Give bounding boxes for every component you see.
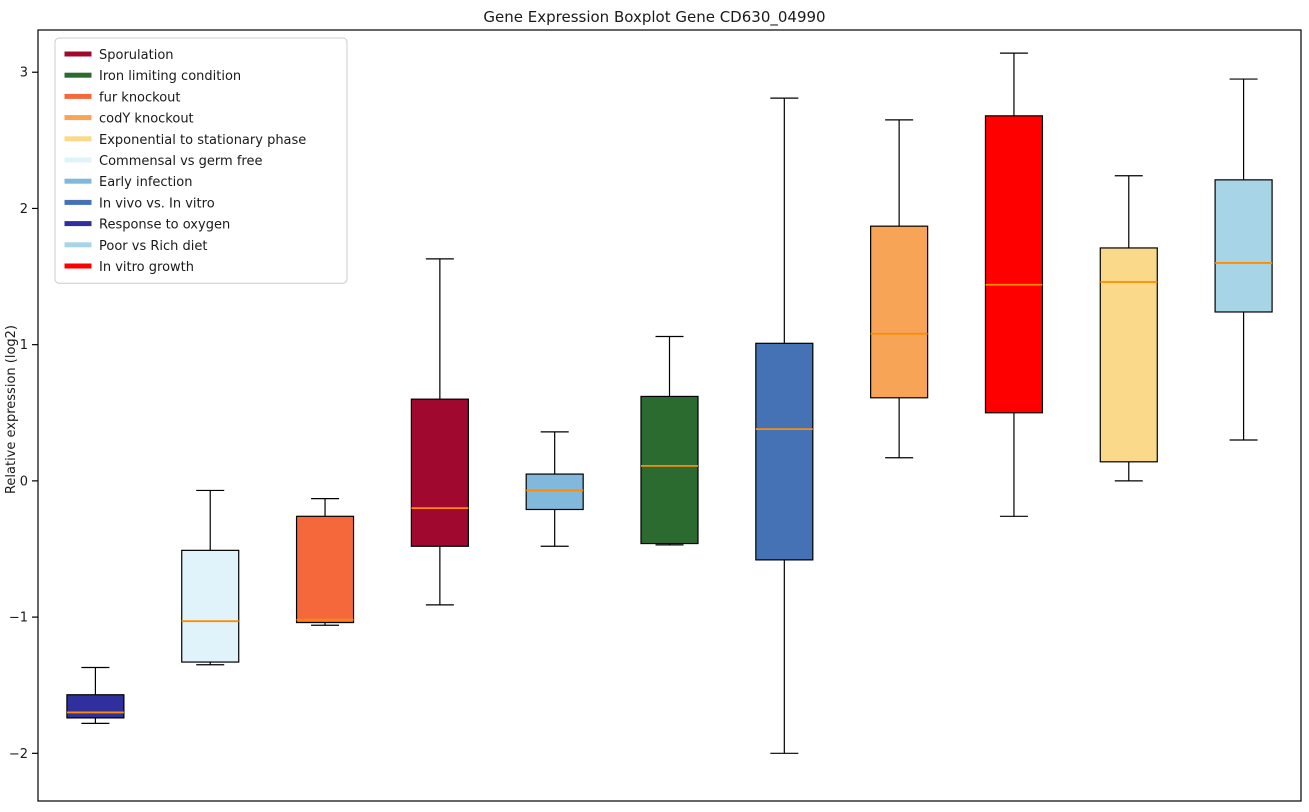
legend-label: Commensal vs germ free [99,154,262,169]
legend-label: fur knockout [99,90,181,105]
legend-label: Early infection [99,175,192,190]
box [295,515,355,624]
y-tick-label: −1 [9,611,28,626]
legend-frame [54,37,348,284]
box-group [870,119,929,459]
legend-label: Iron limiting condition [99,69,241,84]
legend-swatch [64,115,92,121]
chart-title: Gene Expression Boxplot Gene CD630_04990 [483,8,826,26]
box-group [181,489,240,666]
legend-label: Poor vs Rich diet [99,239,207,254]
box [640,395,699,545]
plot-frame [37,29,1302,802]
box [755,342,814,561]
box [66,694,125,719]
box-group [755,97,814,754]
box-group [1214,78,1273,441]
legend-label: In vivo vs. In vitro [99,196,215,211]
y-tick-label: 1 [20,338,28,353]
legend-swatch [64,178,92,184]
legend-swatch [64,136,92,142]
box [410,398,469,547]
legend-swatch [64,51,92,57]
box [984,115,1044,414]
legend: Sporulation Iron limiting condition fur kn… [54,37,348,284]
y-tick-label: 3 [20,66,28,81]
box [870,225,929,399]
legend-swatch [64,199,92,205]
box [181,549,240,663]
legend-label: In vitro growth [99,260,194,275]
y-axis-label: Relative expression (log2) [4,325,19,495]
box [1214,179,1273,313]
box-group [984,52,1044,517]
box-group [525,431,584,547]
box [1099,247,1158,463]
legend-swatch [64,93,92,99]
legend-swatch [64,263,92,269]
y-tick-label: 2 [20,202,28,217]
legend-label: codY knockout [99,112,194,127]
legend-swatch [64,157,92,163]
box-group [66,666,125,724]
legend-label: Response to oxygen [99,218,230,233]
legend-label: Sporulation [99,48,174,63]
y-tick-label: −2 [9,747,28,762]
box-group [410,258,469,606]
box-group [1099,175,1158,482]
box-group [640,335,699,546]
y-tick-label: 0 [20,474,28,489]
legend-label: Exponential to stationary phase [99,133,306,148]
legend-swatch [64,221,92,227]
box [525,473,584,511]
legend-swatch [64,242,92,248]
legend-swatch [64,72,92,78]
box-group [295,497,355,626]
